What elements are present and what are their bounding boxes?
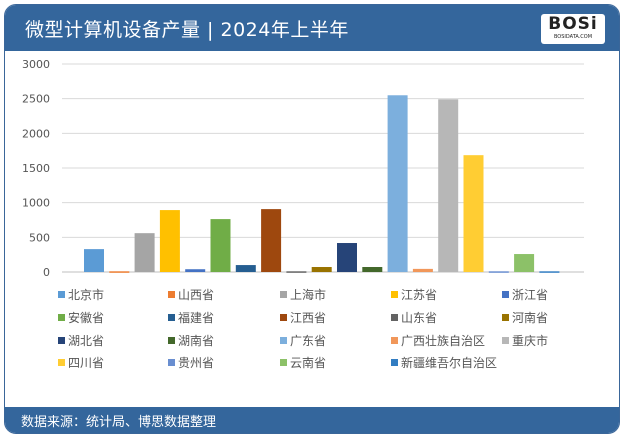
legend-swatch: [391, 337, 398, 344]
legend-swatch: [168, 337, 175, 344]
legend-item: 河南省: [502, 309, 548, 326]
legend-label: 新疆维吾尔自治区: [401, 356, 498, 370]
y-tick-label: 1500: [22, 162, 50, 175]
legend-label: 山西省: [178, 288, 215, 302]
legend-swatch: [280, 337, 287, 344]
bar-14: [412, 268, 433, 272]
legend-swatch: [168, 314, 175, 321]
bar-7: [235, 265, 256, 272]
y-tick-label: 0: [43, 266, 50, 279]
legend-item: 湖南省: [168, 332, 214, 349]
legend-swatch: [502, 337, 509, 344]
bar-3: [134, 233, 155, 272]
legend-item: 广西壮族自治区: [391, 332, 485, 349]
legend-swatch: [280, 291, 287, 298]
bar-16: [463, 155, 484, 272]
legend-item: 云南省: [280, 354, 326, 371]
chart-card: 微型计算机设备产量 | 2024年上半年 BOSi BOSIDATA.COM 数…: [4, 4, 620, 434]
bar-13: [387, 95, 408, 272]
legend-item: 北京市: [58, 286, 104, 303]
legend-label: 江西省: [290, 311, 327, 325]
logo-subtext: BOSIDATA.COM: [553, 34, 593, 40]
legend-swatch: [391, 291, 398, 298]
legend-label: 广西壮族自治区: [401, 334, 486, 348]
bar-1: [84, 249, 104, 272]
header-bar: 微型计算机设备产量 | 2024年上半年 BOSi BOSIDATA.COM: [5, 5, 619, 51]
legend-item: 广东省: [280, 332, 326, 349]
legend-swatch: [58, 314, 65, 321]
bar-11: [337, 243, 357, 272]
legend-item: 四川省: [58, 354, 104, 371]
legend-swatch: [280, 314, 287, 321]
footer-bar: 数据来源：统计局、博思数据整理: [5, 407, 619, 433]
bar-8: [261, 209, 282, 272]
legend-swatch: [168, 359, 175, 366]
y-tick-label: 500: [29, 231, 50, 244]
bar-5: [185, 269, 206, 272]
legend-item: 安徽省: [58, 309, 104, 326]
bar-10: [311, 267, 332, 272]
legend-swatch: [391, 359, 398, 366]
legend-item: 江西省: [280, 309, 326, 326]
logo-text: BOSi: [548, 14, 598, 34]
legend-label: 重庆市: [512, 334, 549, 348]
legend-label: 北京市: [68, 288, 105, 302]
legend-item: 重庆市: [502, 332, 548, 349]
legend-label: 江苏省: [401, 288, 438, 302]
legend-label: 广东省: [290, 334, 327, 348]
legend-item: 湖北省: [58, 332, 104, 349]
legend-item: 山西省: [168, 286, 214, 303]
bar-12: [362, 267, 383, 272]
legend-item: 山东省: [391, 309, 437, 326]
chart-title: 微型计算机设备产量 | 2024年上半年: [25, 19, 349, 41]
legend-item: 上海市: [280, 286, 326, 303]
legend-item: 贵州省: [168, 354, 214, 371]
bar-9: [286, 271, 307, 273]
legend-label: 福建省: [178, 311, 215, 325]
bar-2: [109, 271, 130, 273]
legend-item: 江苏省: [391, 286, 437, 303]
legend-label: 贵州省: [178, 356, 215, 370]
y-tick-label: 2500: [22, 93, 50, 106]
data-source: 数据来源：统计局、博思数据整理: [21, 415, 217, 430]
legend-swatch: [391, 314, 398, 321]
legend-swatch: [58, 359, 65, 366]
legend-label: 河南省: [512, 311, 549, 325]
legend-label: 山东省: [401, 311, 438, 325]
y-tick-label: 2000: [22, 127, 50, 140]
bar-4: [159, 210, 180, 272]
legend-swatch: [280, 359, 287, 366]
y-tick-label: 3000: [22, 58, 50, 71]
legend-swatch: [58, 291, 65, 298]
legend-swatch: [502, 291, 509, 298]
legend-swatch: [168, 291, 175, 298]
y-tick-label: 1000: [22, 197, 50, 210]
legend-swatch: [502, 314, 509, 321]
bar-15: [438, 99, 459, 272]
legend-label: 云南省: [290, 356, 327, 370]
legend-label: 浙江省: [512, 288, 549, 302]
bosi-logo: BOSi BOSIDATA.COM: [541, 14, 605, 44]
legend-swatch: [58, 337, 65, 344]
legend-label: 湖北省: [68, 334, 105, 348]
bar-17: [488, 271, 509, 273]
legend-item: 浙江省: [502, 286, 548, 303]
bar-6: [210, 219, 231, 272]
legend-item: 福建省: [168, 309, 214, 326]
legend-label: 四川省: [68, 356, 105, 370]
bar-18: [514, 254, 535, 272]
legend-item: 新疆维吾尔自治区: [391, 354, 497, 371]
bar-19: [539, 271, 560, 273]
legend-label: 湖南省: [178, 334, 215, 348]
legend-label: 安徽省: [68, 311, 105, 325]
legend-label: 上海市: [290, 288, 327, 302]
